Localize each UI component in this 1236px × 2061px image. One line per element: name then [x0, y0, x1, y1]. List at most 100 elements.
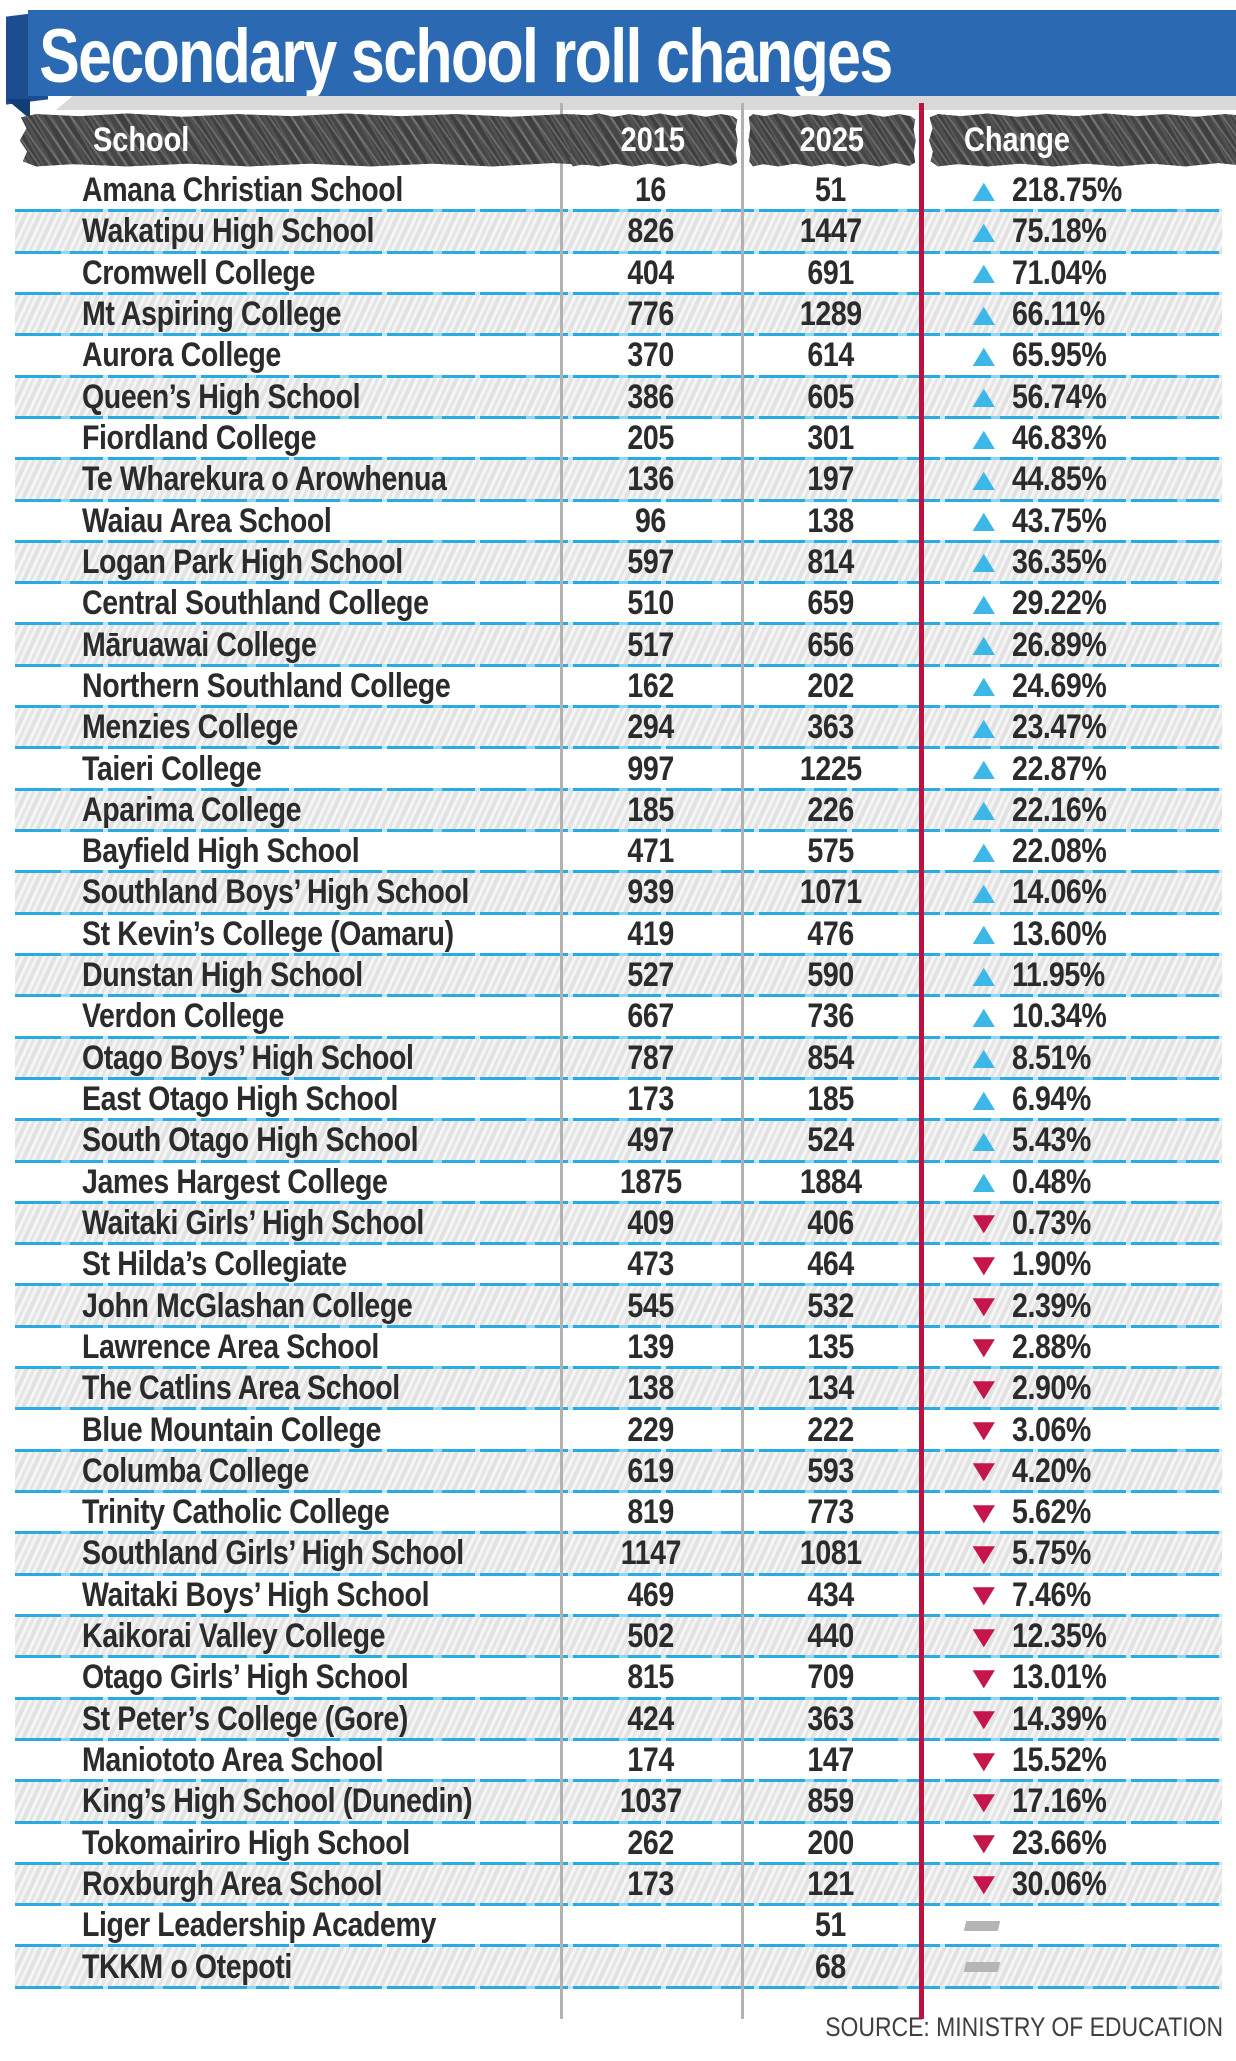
school-name: East Otago High School: [82, 1080, 399, 1119]
change-percent: 4.20%: [1011, 1451, 1091, 1490]
school-name: Tokomairiro High School: [82, 1823, 410, 1862]
school-name: Waitaki Boys’ High School: [82, 1575, 430, 1614]
up-triangle-icon: ▲: [965, 627, 1003, 663]
up-triangle-icon: ▲: [965, 586, 1003, 622]
roll-2015-value: 939: [627, 873, 674, 912]
change-percent: 66.11%: [1011, 295, 1105, 334]
down-triangle-icon: ▼: [965, 1412, 1003, 1448]
column-header-school: School: [20, 113, 625, 167]
school-name: St Peter’s College (Gore): [82, 1699, 408, 1738]
page-title: Secondary school roll changes: [39, 13, 893, 99]
roll-2015-value: 419: [627, 914, 674, 953]
change-percent: 17.16%: [1011, 1782, 1107, 1821]
change-percent: 15.52%: [1011, 1741, 1107, 1780]
down-triangle-icon: ▼: [965, 1660, 1003, 1696]
roll-2015-value: 185: [627, 790, 674, 829]
change-percent: 46.83%: [1011, 419, 1107, 458]
school-name: St Hilda’s Collegiate: [82, 1245, 347, 1284]
table-row: Wakatipu High School 826 1447 ▲ 75.18%: [15, 211, 1222, 254]
roll-2025-value: 138: [807, 501, 854, 540]
roll-2015-value: 138: [627, 1369, 674, 1408]
school-name: Roxburgh Area School: [82, 1864, 382, 1903]
roll-changes-table: School 2015 2025 Change Amana Christian …: [15, 103, 1236, 2019]
roll-2015-value: 1037: [619, 1782, 682, 1821]
down-triangle-icon: ▼: [965, 1288, 1003, 1324]
roll-2025-value: 51: [815, 1906, 846, 1945]
table-row: Liger Leadership Academy 51: [15, 1905, 1222, 1948]
roll-2025-value: 614: [807, 336, 854, 375]
down-triangle-icon: ▼: [965, 1371, 1003, 1406]
roll-2015-value: 205: [627, 419, 674, 458]
table-row: Waitaki Boys’ High School 469 434 ▼ 7.46…: [15, 1575, 1222, 1618]
roll-2025-value: 222: [807, 1410, 854, 1449]
roll-2015-value: 497: [627, 1121, 674, 1160]
change-percent: 13.01%: [1011, 1658, 1107, 1697]
school-name: King’s High School (Dunedin): [82, 1782, 473, 1821]
column-header-2025-label: 2025: [799, 121, 865, 159]
roll-2015-value: 424: [627, 1699, 674, 1738]
table-row: Northern Southland College 162 202 ▲ 24.…: [15, 666, 1222, 709]
school-name: St Kevin’s College (Oamaru): [82, 914, 454, 953]
change-percent: 12.35%: [1011, 1617, 1107, 1656]
down-triangle-icon: ▼: [965, 1247, 1003, 1283]
school-name: TKKM o Otepoti: [82, 1947, 292, 1986]
up-triangle-icon: ▲: [965, 917, 1003, 952]
roll-2015-value: 619: [627, 1451, 674, 1490]
roll-2015-value: 136: [627, 460, 674, 499]
up-triangle-icon: ▲: [965, 793, 1003, 828]
school-name: Waiau Area School: [82, 501, 332, 540]
change-percent: 23.47%: [1011, 708, 1107, 747]
change-percent: 5.62%: [1011, 1493, 1091, 1532]
column-header-school-label: School: [93, 121, 190, 159]
school-name: Southland Girls’ High School: [82, 1534, 464, 1573]
column-header-change: Change: [929, 113, 1236, 167]
roll-2015-value: 776: [627, 295, 674, 334]
roll-2025-value: 1225: [799, 749, 862, 788]
no-change-dash: [963, 1962, 1001, 1973]
table-row: Lawrence Area School 139 135 ▼ 2.88%: [15, 1327, 1222, 1370]
roll-2025-value: 691: [807, 253, 854, 292]
roll-2015-value: 174: [627, 1741, 674, 1780]
table-row: King’s High School (Dunedin) 1037 859 ▼ …: [15, 1781, 1222, 1824]
change-percent: 23.66%: [1011, 1823, 1107, 1862]
change-percent: 8.51%: [1011, 1038, 1091, 1077]
school-name: Mt Aspiring College: [82, 295, 342, 334]
change-percent: 71.04%: [1011, 253, 1107, 292]
roll-2015-value: 404: [627, 253, 674, 292]
roll-2025-value: 1289: [799, 295, 862, 334]
up-triangle-icon: ▲: [965, 958, 1003, 993]
up-triangle-icon: ▲: [965, 999, 1003, 1035]
school-name: Otago Girls’ High School: [82, 1658, 409, 1697]
change-percent: 7.46%: [1011, 1575, 1091, 1614]
banner-shadow: [56, 96, 1236, 110]
roll-2015-value: 409: [627, 1203, 674, 1242]
up-triangle-icon: ▲: [965, 1040, 1003, 1076]
school-name: Wakatipu High School: [82, 212, 375, 251]
roll-2015-value: 370: [627, 336, 674, 375]
roll-2015-value: 162: [627, 666, 674, 705]
table-row: Maniototo Area School 174 147 ▼ 15.52%: [15, 1740, 1222, 1783]
school-name: Liger Leadership Academy: [82, 1906, 436, 1945]
roll-2015-value: 826: [627, 212, 674, 251]
school-name: Bayfield High School: [82, 832, 360, 871]
change-percent: 13.60%: [1011, 914, 1107, 953]
up-triangle-icon: ▲: [965, 834, 1003, 869]
roll-2025-value: 406: [807, 1203, 854, 1242]
school-name: Verdon College: [82, 997, 285, 1036]
roll-2025-value: 1071: [799, 873, 862, 912]
change-percent: 11.95%: [1011, 956, 1105, 995]
roll-2025-value: 363: [807, 708, 854, 747]
up-triangle-icon: ▲: [965, 421, 1003, 456]
roll-2015-value: 473: [627, 1245, 674, 1284]
table-row: Mt Aspiring College 776 1289 ▲ 66.11%: [15, 293, 1222, 337]
table-row: Queen’s High School 386 605 ▲ 56.74%: [15, 376, 1222, 420]
change-percent: 218.75%: [1011, 171, 1122, 210]
table-row: Waitaki Girls’ High School 409 406 ▼ 0.7…: [15, 1202, 1222, 1246]
roll-2015-value: 787: [627, 1038, 674, 1077]
change-percent: 22.87%: [1011, 749, 1107, 788]
source-credit: SOURCE: MINISTRY OF EDUCATION: [755, 2012, 1223, 2043]
roll-2025-value: 147: [807, 1741, 854, 1780]
table-row: St Peter’s College (Gore) 424 363 ▼ 14.3…: [15, 1698, 1222, 1742]
up-triangle-icon: ▲: [965, 338, 1003, 374]
roll-2025-value: 202: [807, 666, 854, 705]
